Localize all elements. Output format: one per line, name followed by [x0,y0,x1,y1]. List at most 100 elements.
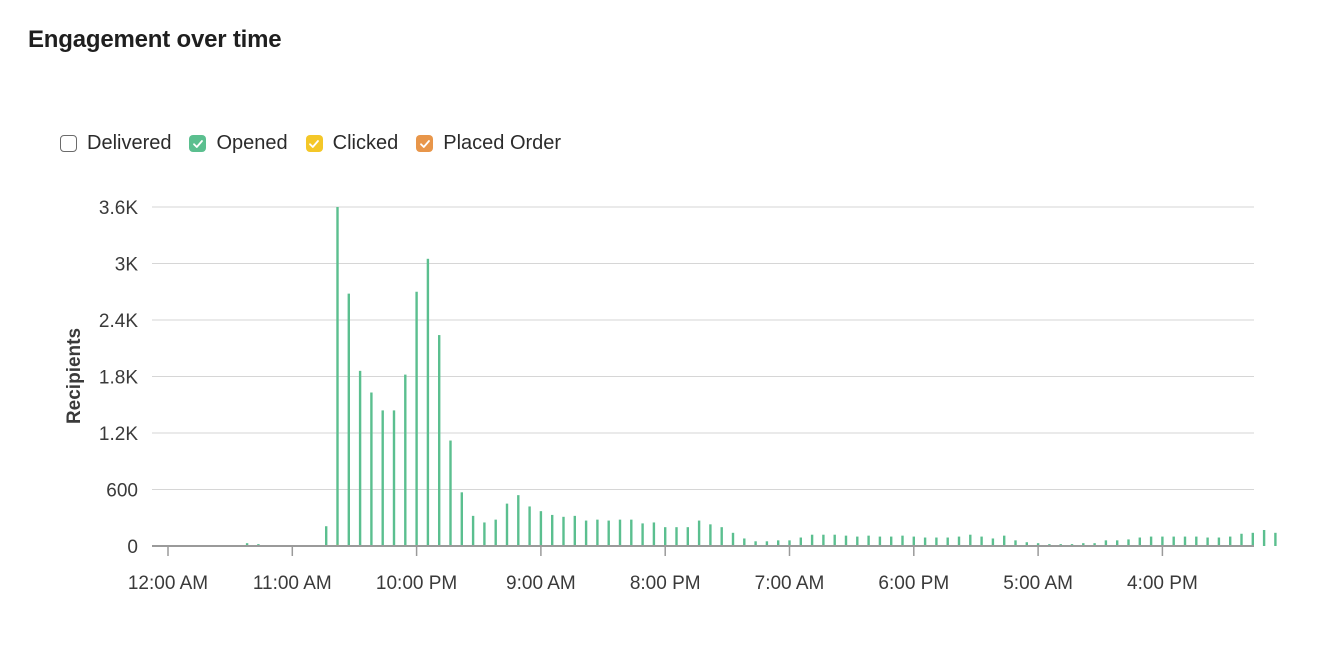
bar-opened[interactable] [720,527,723,546]
bar-opened[interactable] [1127,539,1130,546]
bar-opened[interactable] [551,514,554,546]
bar-opened[interactable] [1025,542,1028,546]
legend-label-clicked: Clicked [332,132,399,154]
bar-opened[interactable] [347,293,350,546]
x-tick-label: 4:00 PM [1127,573,1198,594]
bar-opened[interactable] [844,535,848,546]
bar-opened[interactable] [935,537,938,546]
bar-opened[interactable] [890,536,893,546]
bar-opened[interactable] [1217,537,1221,546]
bar-opened[interactable] [686,527,689,546]
bar-opened[interactable] [1240,533,1243,546]
bar-opened[interactable] [810,534,814,546]
bar-opened[interactable] [957,536,961,546]
bar-opened[interactable] [856,536,859,546]
bar-opened[interactable] [980,536,983,546]
legend-item-clicked[interactable]: Clicked [305,132,399,155]
bar-opened[interactable] [336,207,339,546]
legend-item-placed-order[interactable]: Placed Order [416,132,561,155]
bar-opened[interactable] [392,410,396,546]
bar-opened[interactable] [765,541,769,546]
bar-opened[interactable] [370,392,373,546]
x-tick-label: 6:00 PM [878,573,949,594]
bar-opened[interactable] [1003,535,1006,546]
bar-opened[interactable] [630,519,633,546]
bar-opened[interactable] [1206,537,1209,546]
bar-opened[interactable] [1274,532,1277,546]
bar-opened[interactable] [245,543,249,546]
legend-item-delivered[interactable]: Delivered [60,132,171,155]
bar-opened[interactable] [517,495,520,546]
bar-opened[interactable] [494,519,497,546]
bar-opened[interactable] [1183,536,1187,546]
bar-opened[interactable] [1262,529,1266,546]
checkbox-unchecked-icon[interactable] [60,135,77,152]
bar-opened[interactable] [528,506,531,546]
bar-opened[interactable] [562,516,565,546]
bar-opened[interactable] [1138,537,1141,546]
bar-opened[interactable] [596,519,599,546]
bar-opened[interactable] [867,535,870,546]
x-tick-label: 5:00 AM [1003,573,1073,594]
bar-opened[interactable] [539,511,543,546]
bar-opened[interactable] [991,538,995,546]
bar-opened[interactable] [912,536,915,546]
bar-opened[interactable] [822,534,825,546]
bar-opened[interactable] [743,538,746,546]
checkbox-checked-icon[interactable] [189,135,207,152]
bar-opened[interactable] [1161,536,1164,546]
bar-opened[interactable] [426,258,430,546]
bar-opened[interactable] [946,537,949,546]
bar-opened[interactable] [1036,543,1040,546]
legend-label-placed-order: Placed Order [443,132,562,154]
grid-lines [152,206,1254,490]
bar-opened[interactable] [460,492,463,546]
bar-opened[interactable] [1104,540,1108,546]
bar-opened[interactable] [358,370,362,546]
y-tick-label: 3K [115,255,139,276]
bar-opened[interactable] [1172,536,1175,546]
bar-opened[interactable] [969,534,972,546]
bar-opened[interactable] [652,522,656,546]
checkbox-checked-icon[interactable] [305,135,323,152]
y-tick-label: 2.4K [99,311,138,332]
bar-opened[interactable] [438,335,441,546]
bar-opened[interactable] [325,526,328,546]
bar-opened[interactable] [664,527,667,546]
bar-opened[interactable] [1082,543,1085,546]
bar-opened[interactable] [641,523,644,546]
bar-opened[interactable] [878,536,882,546]
checkbox-checked-icon[interactable] [416,135,434,152]
bar-opened[interactable] [923,537,927,546]
bar-opened[interactable] [675,527,678,546]
bar-opened[interactable] [449,440,452,546]
bar-opened[interactable] [709,524,712,546]
bar-opened[interactable] [381,410,384,546]
bar-opened[interactable] [1229,536,1232,546]
bar-opened[interactable] [1251,532,1254,546]
y-tick-label: 1.2K [99,424,138,445]
legend-item-opened[interactable]: Opened [189,132,288,155]
bar-opened[interactable] [1149,536,1153,546]
bar-opened[interactable] [584,520,588,546]
bar-opened[interactable] [505,503,509,546]
bar-opened[interactable] [697,520,701,546]
bar-opened[interactable] [1093,543,1096,546]
bar-opened[interactable] [471,515,475,546]
bar-opened[interactable] [754,541,757,546]
bar-opened[interactable] [833,534,836,546]
bar-opened[interactable] [404,374,407,546]
bar-opened[interactable] [799,537,802,546]
bar-opened[interactable] [788,540,791,546]
bar-opened[interactable] [901,535,904,546]
bar-opened[interactable] [1195,536,1198,546]
bar-opened[interactable] [607,520,610,546]
bar-opened[interactable] [415,291,418,546]
bar-opened[interactable] [1116,540,1119,546]
bar-opened[interactable] [777,540,780,546]
bar-opened[interactable] [483,522,486,546]
bar-opened[interactable] [731,532,735,546]
bar-opened[interactable] [573,515,576,546]
bar-opened[interactable] [618,519,622,546]
bar-opened[interactable] [1014,540,1017,546]
